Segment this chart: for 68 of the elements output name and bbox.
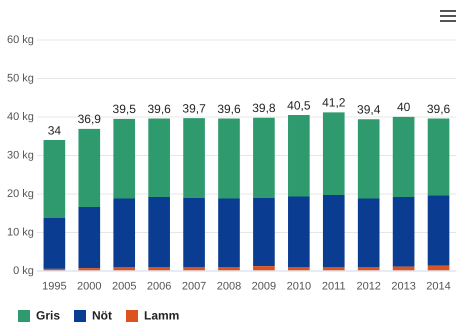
total-label: 34 <box>48 123 62 138</box>
bar <box>218 118 240 198</box>
total-label: 36,9 <box>78 112 102 126</box>
total-label: 41,2 <box>322 96 346 110</box>
bar <box>148 118 170 197</box>
x-tick-label: 2014 <box>426 280 451 292</box>
bar <box>218 266 240 270</box>
bar <box>322 266 345 270</box>
bar <box>253 266 275 270</box>
bar <box>253 118 275 198</box>
x-tick-label: 2009 <box>252 280 276 292</box>
y-tick-label: 10 kg <box>6 226 34 238</box>
bar <box>288 196 310 267</box>
legend-label: Nöt <box>92 308 112 322</box>
y-tick-label: 40 kg <box>6 110 34 123</box>
x-tick-label: 2012 <box>356 280 381 292</box>
bar <box>288 266 310 270</box>
bar <box>148 196 170 267</box>
legend-label: Gris <box>36 308 60 322</box>
bar <box>322 112 345 196</box>
bar <box>428 266 450 270</box>
total-label: 40,5 <box>287 98 311 112</box>
bar <box>288 115 310 197</box>
x-tick-label: 2013 <box>391 280 416 292</box>
bar <box>78 206 100 268</box>
bar <box>253 198 275 266</box>
bar <box>392 266 414 270</box>
x-tick-label: 2006 <box>146 280 172 292</box>
total-label: 39,5 <box>112 102 136 116</box>
total-label: 39,6 <box>147 102 172 116</box>
y-tick-label: 60 kg <box>6 34 34 46</box>
x-tick-label: 2008 <box>216 280 242 292</box>
x-tick-label: 2010 <box>286 280 312 292</box>
total-label: 39,7 <box>182 101 206 116</box>
bar <box>183 198 205 267</box>
x-tick-label: 2000 <box>77 280 102 292</box>
total-label: 39,4 <box>357 102 381 117</box>
x-tick-label: 1995 <box>42 280 67 292</box>
x-tick-label: 2005 <box>112 280 136 292</box>
bar <box>392 196 414 267</box>
bar <box>392 116 414 197</box>
total-label: 40 <box>396 100 411 114</box>
bar <box>148 266 170 270</box>
x-tick-label: 2007 <box>182 280 206 292</box>
bar <box>113 198 136 267</box>
y-tick-label: 20 kg <box>6 188 34 200</box>
bar <box>113 118 136 198</box>
y-tick-label: 50 kg <box>6 72 34 84</box>
bar <box>358 198 380 267</box>
y-tick-label: 0 kg <box>13 264 34 277</box>
bar <box>113 266 136 270</box>
bar <box>183 266 205 270</box>
bar <box>218 198 240 267</box>
bar <box>322 195 345 267</box>
bar <box>44 218 66 269</box>
total-label: 39,8 <box>252 101 276 116</box>
total-label: 39,6 <box>426 102 451 116</box>
bar <box>44 140 66 218</box>
bar <box>428 118 450 196</box>
bar <box>428 195 450 266</box>
bar <box>358 266 380 270</box>
y-tick-label: 30 kg <box>6 149 34 162</box>
total-label: 39,6 <box>217 102 241 116</box>
legend-label: Lamm <box>144 308 180 322</box>
x-tick-label: 2011 <box>322 280 346 292</box>
bar <box>78 128 100 207</box>
bar <box>358 119 380 198</box>
bar <box>183 118 205 198</box>
